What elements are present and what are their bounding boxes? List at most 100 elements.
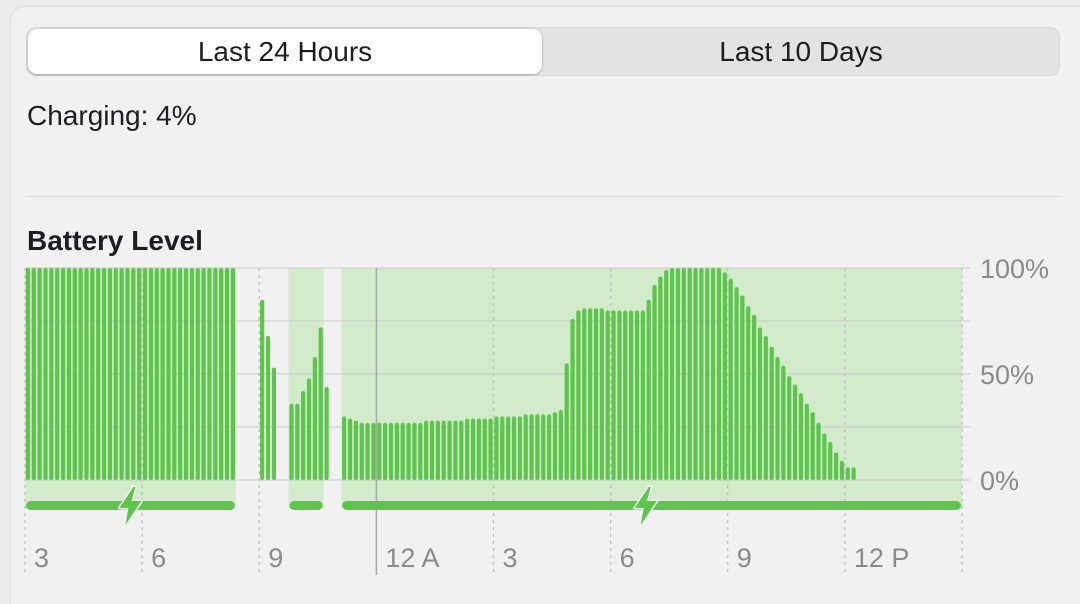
battery-bar: [552, 412, 558, 480]
battery-bar: [558, 410, 563, 480]
battery-bar: [634, 310, 640, 480]
battery-bar: [31, 268, 36, 480]
battery-bar: [418, 422, 423, 480]
battery-bar: [306, 378, 312, 480]
battery-bar: [740, 295, 745, 480]
battery-bar: [482, 418, 487, 480]
y-axis-label: 0%: [980, 466, 1019, 496]
battery-bar: [406, 422, 411, 480]
x-axis-label: 9: [737, 543, 752, 573]
battery-bar: [324, 386, 329, 480]
battery-bar: [312, 357, 317, 480]
battery-bar: [265, 335, 271, 480]
battery-bar: [792, 384, 798, 480]
section-divider: [26, 196, 1060, 197]
battery-bar: [213, 268, 218, 480]
lightning-bolt-icon: [117, 485, 143, 527]
battery-bar: [588, 308, 593, 480]
battery-bar: [388, 422, 394, 480]
battery-bar: [394, 422, 399, 480]
battery-bar: [470, 418, 476, 480]
battery-bar: [757, 327, 763, 480]
battery-bar: [301, 390, 306, 480]
battery-bar: [670, 268, 675, 480]
battery-bar: [541, 414, 546, 480]
battery-bar: [137, 268, 142, 480]
battery-bar: [687, 268, 692, 480]
battery-bar: [599, 308, 604, 480]
battery-bar: [441, 420, 446, 480]
battery-level-title: Battery Level: [27, 225, 203, 256]
battery-bar: [711, 268, 716, 480]
battery-bar: [664, 270, 669, 480]
battery-bar: [822, 433, 827, 480]
battery-bar: [833, 452, 839, 480]
battery-bar: [675, 268, 681, 480]
tab-last-10-days[interactable]: Last 10 Days: [719, 36, 883, 67]
battery-bar: [178, 268, 183, 480]
battery-bar: [66, 268, 72, 480]
battery-bar: [798, 393, 804, 480]
battery-bar: [716, 268, 722, 480]
battery-bar: [383, 422, 388, 480]
battery-bar: [699, 268, 704, 480]
battery-bar: [511, 416, 517, 480]
battery-bar: [49, 268, 54, 480]
battery-bar: [435, 420, 440, 480]
battery-bar: [629, 310, 634, 480]
battery-bar: [605, 310, 610, 480]
battery-bar: [617, 310, 622, 480]
battery-bar: [488, 418, 493, 480]
charging-region-1: [288, 268, 324, 508]
x-axis-label: 9: [268, 543, 283, 573]
battery-bar: [746, 306, 751, 480]
battery-bar: [494, 416, 499, 480]
battery-bar: [119, 268, 124, 480]
battery-bar: [658, 276, 663, 480]
x-axis-label: 3: [34, 543, 49, 573]
battery-bar: [804, 403, 809, 480]
battery-bar: [347, 418, 353, 480]
battery-bar: [84, 268, 89, 480]
battery-bar: [230, 268, 236, 480]
battery-bar: [353, 420, 358, 480]
battery-bar: [453, 420, 458, 480]
battery-bar: [131, 268, 136, 480]
battery-bar: [377, 422, 382, 480]
charging-status: Charging: 4%: [27, 100, 197, 131]
tab-last-24-hours[interactable]: Last 24 Hours: [28, 29, 542, 74]
battery-bar: [183, 268, 189, 480]
charging-indicator-bar: [289, 501, 323, 510]
battery-bar: [125, 268, 130, 480]
battery-bar: [582, 308, 587, 480]
battery-bar: [523, 414, 528, 480]
battery-bar: [359, 422, 364, 480]
battery-bar: [810, 412, 815, 480]
battery-bar: [593, 308, 599, 480]
battery-bar: [787, 376, 792, 480]
battery-bar: [37, 268, 42, 480]
battery-bar: [681, 268, 686, 480]
battery-bar: [611, 310, 616, 480]
y-axis-label: 50%: [980, 360, 1034, 390]
battery-bar: [693, 268, 698, 480]
battery-bar: [705, 268, 710, 480]
battery-bar: [751, 314, 757, 480]
battery-bar: [517, 416, 522, 480]
battery-bar: [148, 268, 154, 480]
battery-bar: [728, 278, 733, 480]
battery-bar: [424, 420, 429, 480]
x-axis-label: 12 P: [854, 543, 910, 573]
battery-bar: [465, 418, 470, 480]
battery-bar: [166, 268, 171, 480]
battery-bar: [547, 414, 552, 480]
battery-bar: [816, 422, 821, 480]
battery-bar: [828, 441, 833, 480]
battery-bar: [775, 357, 780, 480]
battery-bar: [529, 414, 534, 480]
battery-bar: [113, 268, 118, 480]
battery-bar: [96, 268, 101, 480]
x-axis-label: 6: [151, 543, 166, 573]
battery-bar: [271, 367, 276, 480]
